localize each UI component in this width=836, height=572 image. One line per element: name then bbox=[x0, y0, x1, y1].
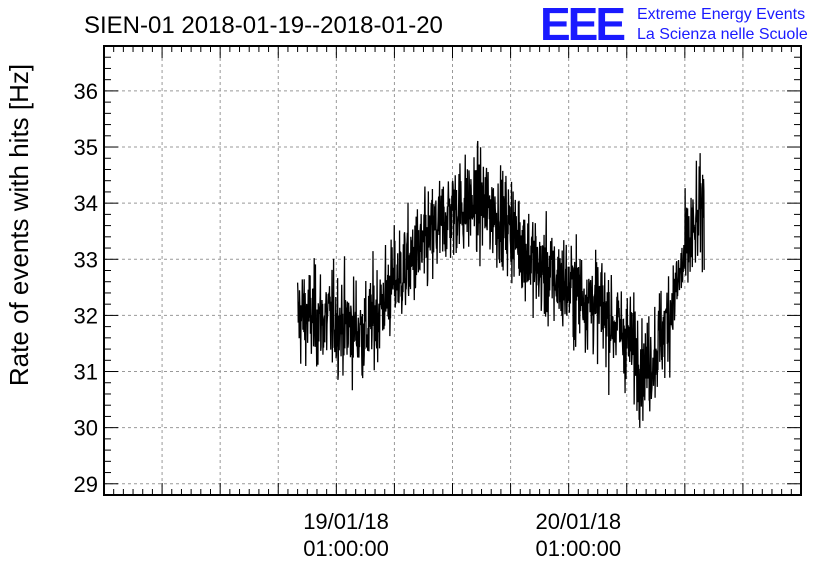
y-tick-label: 34 bbox=[74, 191, 98, 216]
y-tick-label: 31 bbox=[74, 360, 98, 385]
eee-logo-mark: EEE bbox=[540, 0, 624, 50]
tick-labels: 293031323334353619/01/1801:00:0020/01/18… bbox=[74, 79, 622, 561]
grid bbox=[103, 46, 802, 495]
eee-logo: EEE Extreme Energy Events La Scienza nel… bbox=[540, 0, 808, 50]
eee-logo-line1: Extreme Energy Events bbox=[637, 6, 805, 23]
y-tick-label: 32 bbox=[74, 303, 98, 328]
y-axis-label: Rate of events with hits [Hz] bbox=[4, 64, 34, 386]
x-tick-label-time: 01:00:00 bbox=[536, 536, 622, 561]
series-line bbox=[296, 140, 705, 428]
chart-title: SIEN-01 2018-01-19--2018-01-20 bbox=[84, 12, 443, 39]
y-tick-label: 35 bbox=[74, 135, 98, 160]
x-tick-label-date: 20/01/18 bbox=[536, 509, 622, 534]
x-tick-label-time: 01:00:00 bbox=[303, 536, 389, 561]
x-tick-label-date: 19/01/18 bbox=[303, 509, 389, 534]
series-rate bbox=[296, 140, 705, 428]
y-tick-label: 29 bbox=[74, 472, 98, 497]
y-tick-label: 33 bbox=[74, 247, 98, 272]
ticks bbox=[103, 45, 802, 496]
y-tick-label: 30 bbox=[74, 416, 98, 441]
eee-logo-line2: La Scienza nelle Scuole bbox=[637, 26, 808, 43]
y-tick-label: 36 bbox=[74, 79, 98, 104]
